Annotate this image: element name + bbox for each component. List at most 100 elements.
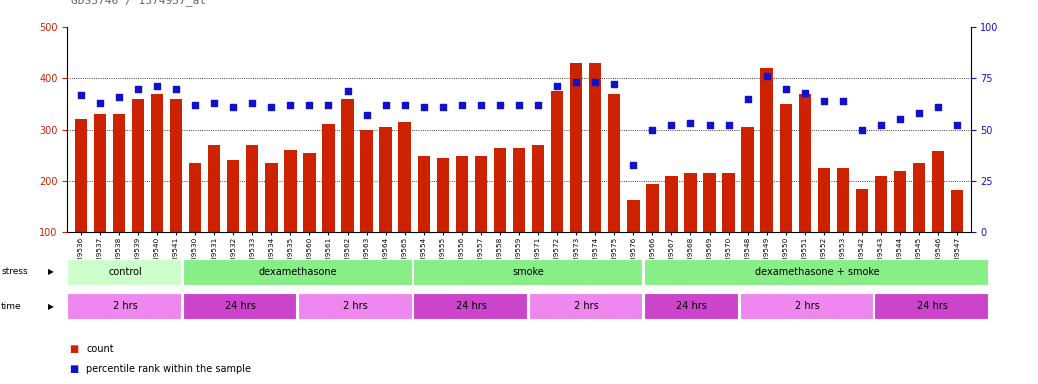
Bar xyxy=(528,293,643,319)
Point xyxy=(492,102,509,108)
Point xyxy=(529,102,546,108)
Bar xyxy=(647,184,658,284)
Bar xyxy=(494,147,507,284)
Text: 24 hrs: 24 hrs xyxy=(225,301,255,311)
Text: ■: ■ xyxy=(70,344,79,354)
Point xyxy=(397,102,413,108)
Text: 2 hrs: 2 hrs xyxy=(344,301,368,311)
Text: 24 hrs: 24 hrs xyxy=(677,301,707,311)
Point xyxy=(130,85,146,91)
Bar xyxy=(627,200,639,284)
Bar xyxy=(67,293,181,319)
Bar xyxy=(342,99,354,284)
Point xyxy=(720,122,737,129)
Point xyxy=(949,122,965,129)
Text: GDS3746 / 1374957_at: GDS3746 / 1374957_at xyxy=(71,0,206,6)
Point xyxy=(358,112,375,118)
Text: dexamethasone: dexamethasone xyxy=(258,266,337,277)
Point xyxy=(263,104,279,110)
Bar xyxy=(151,94,163,284)
Point xyxy=(777,85,794,91)
Bar xyxy=(360,129,373,284)
Point xyxy=(73,92,89,98)
Text: stress: stress xyxy=(1,267,28,276)
Text: percentile rank within the sample: percentile rank within the sample xyxy=(86,364,251,374)
Bar xyxy=(608,94,621,284)
Bar xyxy=(265,163,277,284)
Point xyxy=(472,102,489,108)
Bar xyxy=(780,104,792,284)
Bar xyxy=(684,173,696,284)
Point xyxy=(835,98,851,104)
Bar xyxy=(513,147,525,284)
Bar xyxy=(798,94,811,284)
Point xyxy=(511,102,527,108)
Point xyxy=(168,85,185,91)
Bar xyxy=(761,68,773,284)
Point xyxy=(644,126,660,132)
Point xyxy=(586,79,603,85)
Bar xyxy=(665,176,678,284)
Bar xyxy=(298,293,411,319)
Bar xyxy=(874,293,988,319)
Text: time: time xyxy=(1,302,22,311)
Text: ▶: ▶ xyxy=(48,302,54,311)
Bar xyxy=(284,150,297,284)
Text: 24 hrs: 24 hrs xyxy=(456,301,487,311)
Point xyxy=(378,102,394,108)
Point xyxy=(759,73,775,79)
Point xyxy=(187,102,203,108)
Bar xyxy=(183,293,296,319)
Point xyxy=(796,89,813,96)
Point xyxy=(111,94,128,100)
Text: 24 hrs: 24 hrs xyxy=(917,301,948,311)
Point xyxy=(415,104,432,110)
Point xyxy=(702,122,718,129)
Point xyxy=(339,88,356,94)
Point xyxy=(568,79,584,85)
Text: count: count xyxy=(86,344,114,354)
Bar xyxy=(208,145,220,284)
Bar xyxy=(551,91,564,284)
Point xyxy=(625,161,641,167)
Point xyxy=(91,100,108,106)
Bar xyxy=(132,99,144,284)
Point xyxy=(930,104,947,110)
Text: control: control xyxy=(108,266,142,277)
Text: 2 hrs: 2 hrs xyxy=(113,301,137,311)
Text: ■: ■ xyxy=(70,364,79,374)
Bar xyxy=(75,119,87,284)
Bar xyxy=(189,163,201,284)
Point xyxy=(816,98,832,104)
Point xyxy=(282,102,299,108)
Bar xyxy=(183,259,411,285)
Bar xyxy=(855,189,868,284)
Bar xyxy=(417,156,430,284)
Point xyxy=(739,96,756,102)
Bar xyxy=(170,99,183,284)
Bar xyxy=(413,259,643,285)
Point xyxy=(549,83,566,89)
Bar xyxy=(644,293,738,319)
Bar xyxy=(413,293,527,319)
Bar xyxy=(932,151,945,284)
Bar xyxy=(437,158,449,284)
Bar xyxy=(875,176,887,284)
Bar xyxy=(589,63,601,284)
Bar xyxy=(837,168,849,284)
Text: smoke: smoke xyxy=(513,266,545,277)
Text: ▶: ▶ xyxy=(48,267,54,276)
Bar xyxy=(722,173,735,284)
Bar xyxy=(303,153,316,284)
Bar xyxy=(740,293,873,319)
Point xyxy=(206,100,222,106)
Bar xyxy=(570,63,582,284)
Bar xyxy=(741,127,754,284)
Bar xyxy=(704,173,716,284)
Point xyxy=(301,102,318,108)
Point xyxy=(454,102,470,108)
Bar xyxy=(456,156,468,284)
Point xyxy=(225,104,242,110)
Bar xyxy=(322,124,334,284)
Bar xyxy=(67,259,181,285)
